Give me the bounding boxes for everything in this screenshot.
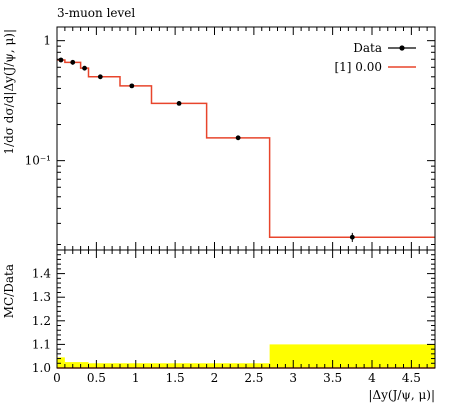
x-tick-label: 2.5: [244, 371, 263, 385]
data-point: [349, 234, 355, 240]
main-y-axis-label: 1/dσ dσ/d|Δy(J/ψ, μ)|: [2, 29, 16, 155]
x-axis-label: |Δy(J/ψ, μ)|: [368, 388, 435, 402]
chart-title: 3-muon level: [57, 6, 135, 20]
data-point: [82, 65, 87, 71]
ratio-uncertainty-band: [269, 344, 435, 368]
legend-label-mc: [1] 0.00: [334, 60, 382, 74]
x-tick-label: 0: [53, 371, 61, 385]
legend-marker-data-point: [399, 45, 405, 51]
y-tick-label: 1.0: [32, 361, 51, 375]
data-point: [235, 135, 241, 141]
x-tick-label: 0.5: [87, 371, 106, 385]
ratio-uncertainty-band: [57, 357, 65, 368]
ratio-uncertainty-band: [80, 362, 89, 368]
data-point: [129, 83, 135, 89]
ratio-plot-frame: [56, 249, 436, 369]
data-point: [58, 57, 64, 63]
y-tick-label: 1.1: [32, 337, 51, 351]
legend: Data [1] 0.00: [334, 41, 416, 74]
x-tick-label: 4.5: [402, 371, 421, 385]
ratio-uncertainty-band: [88, 363, 113, 368]
y-tick-label: 1.2: [32, 314, 51, 328]
data-point: [176, 101, 182, 106]
y-tick-label: 1.3: [32, 290, 51, 304]
ratio-y-axis-label: MC/Data: [2, 264, 16, 318]
y-tick-label: 1: [43, 34, 51, 48]
x-tick-label: 1.5: [166, 371, 185, 385]
x-tick-label: 2: [211, 371, 219, 385]
main-panel: 1 10⁻¹: [25, 26, 436, 251]
data-point: [70, 59, 76, 65]
y-tick-label: 10⁻¹: [25, 154, 51, 168]
x-tick-label: 1: [132, 371, 140, 385]
y-tick-label: 1.4: [32, 267, 51, 281]
x-tick-label: 4: [368, 371, 376, 385]
mc-histogram-line: [57, 59, 435, 238]
legend-label-data: Data: [353, 41, 382, 55]
ratio-panel: 1.0 1.1 1.2 1.3 1.4 0 0.5 1 1.5 2 2.5 3 3.5 4 4.5: [32, 249, 436, 385]
data-point: [97, 74, 103, 80]
x-tick-label: 3.5: [323, 371, 342, 385]
ratio-uncertainty-band: [112, 363, 120, 368]
ratio-uncertainty-band: [151, 363, 207, 368]
x-tick-label: 3: [289, 371, 297, 385]
